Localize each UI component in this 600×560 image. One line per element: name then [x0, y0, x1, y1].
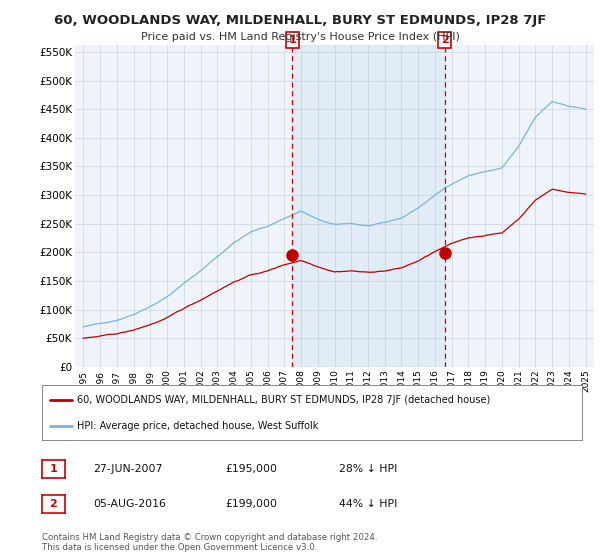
- Text: 44% ↓ HPI: 44% ↓ HPI: [339, 499, 397, 509]
- Text: £195,000: £195,000: [225, 464, 277, 474]
- Text: 27-JUN-2007: 27-JUN-2007: [93, 464, 163, 474]
- Text: 1: 1: [50, 464, 57, 474]
- Text: 60, WOODLANDS WAY, MILDENHALL, BURY ST EDMUNDS, IP28 7JF: 60, WOODLANDS WAY, MILDENHALL, BURY ST E…: [54, 14, 546, 27]
- Text: Price paid vs. HM Land Registry's House Price Index (HPI): Price paid vs. HM Land Registry's House …: [140, 32, 460, 43]
- Text: 2: 2: [441, 35, 449, 45]
- Text: £199,000: £199,000: [225, 499, 277, 509]
- Text: HPI: Average price, detached house, West Suffolk: HPI: Average price, detached house, West…: [77, 421, 319, 431]
- Text: Contains HM Land Registry data © Crown copyright and database right 2024.: Contains HM Land Registry data © Crown c…: [42, 533, 377, 542]
- Text: 05-AUG-2016: 05-AUG-2016: [93, 499, 166, 509]
- Text: 2: 2: [50, 499, 57, 509]
- Bar: [292, 45, 445, 367]
- Text: 60, WOODLANDS WAY, MILDENHALL, BURY ST EDMUNDS, IP28 7JF (detached house): 60, WOODLANDS WAY, MILDENHALL, BURY ST E…: [77, 395, 490, 405]
- Text: This data is licensed under the Open Government Licence v3.0.: This data is licensed under the Open Gov…: [42, 543, 317, 552]
- Text: 28% ↓ HPI: 28% ↓ HPI: [339, 464, 397, 474]
- Text: 1: 1: [289, 35, 296, 45]
